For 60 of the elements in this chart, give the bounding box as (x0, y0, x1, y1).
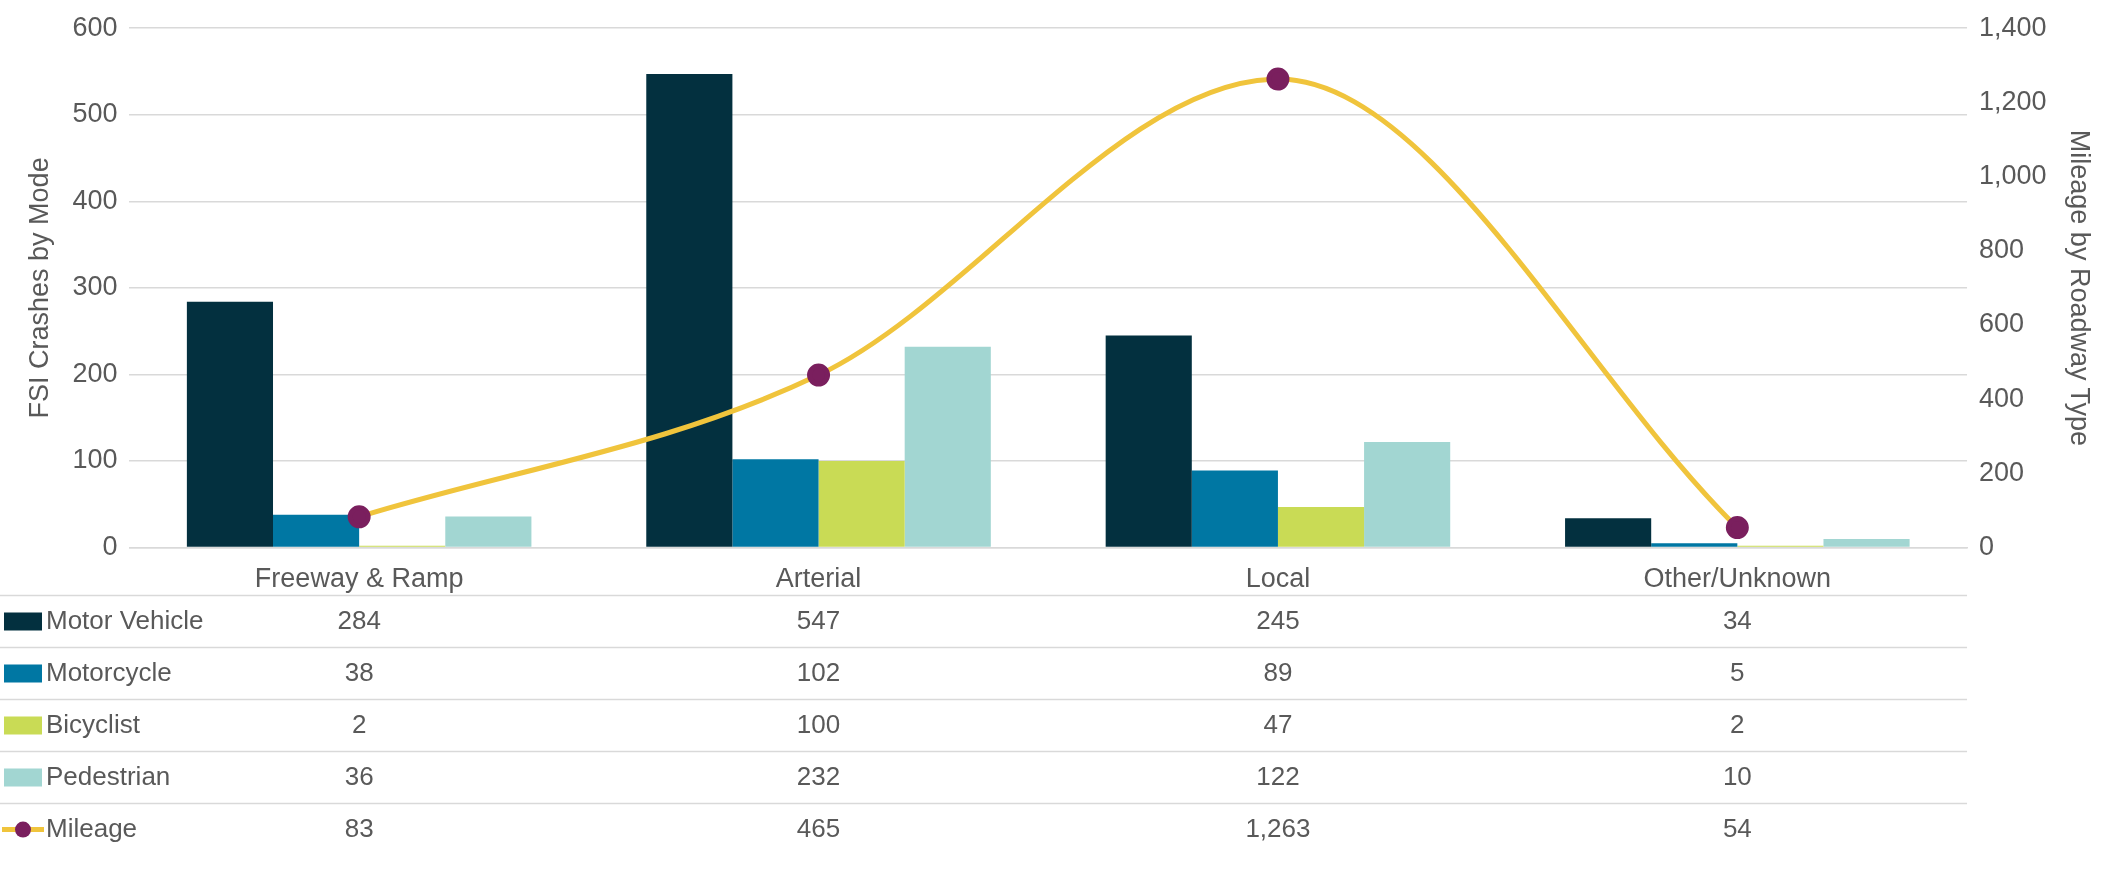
bar (818, 461, 905, 547)
data-label: 2 (351, 708, 367, 739)
y-tick-label: 200 (72, 357, 118, 388)
data-label: 547 (796, 604, 841, 635)
y2-axis-title: Mileage by Roadway Type (2065, 129, 2096, 446)
legend-label: Motorcycle (46, 656, 172, 687)
data-label: 83 (344, 812, 374, 843)
bar (1823, 538, 1910, 547)
data-label: 102 (796, 656, 841, 687)
data-label: 284 (337, 604, 381, 635)
data-label: 89 (1263, 656, 1293, 687)
bar (445, 516, 532, 547)
y2-tick-label: 0 (1979, 531, 1995, 562)
y2-tick-label: 600 (1979, 308, 2025, 339)
y2-tick-label: 400 (1979, 382, 2025, 413)
y-tick-label: 400 (72, 184, 118, 215)
data-label: 122 (1256, 760, 1300, 791)
y-tick-label: 0 (102, 531, 118, 562)
legend-label: Mileage (46, 812, 138, 843)
legend-label: Bicyclist (46, 708, 141, 739)
bar (732, 459, 819, 547)
legend-label: Motor Vehicle (46, 604, 204, 635)
data-label: 54 (1722, 812, 1752, 843)
bar (904, 346, 991, 547)
data-label: 465 (796, 812, 841, 843)
y2-tick-label: 200 (1979, 456, 2025, 487)
y2-tick-label: 1,000 (1979, 160, 2047, 191)
legend-label: Pedestrian (46, 760, 171, 791)
bar (1191, 470, 1278, 547)
bar (186, 301, 274, 547)
x-tick-label: Local (1245, 563, 1311, 594)
bar (1364, 441, 1451, 547)
data-label: 232 (796, 760, 841, 791)
data-label: 34 (1722, 604, 1752, 635)
x-tick-label: Other/Unknown (1643, 563, 1832, 594)
x-tick-label: Freeway & Ramp (254, 563, 464, 594)
y-axis-title: FSI Crashes by Mode (23, 157, 54, 419)
y-tick-label: 100 (72, 444, 118, 475)
data-label: 36 (344, 760, 374, 791)
y-tick-label: 500 (72, 98, 118, 129)
bar (646, 74, 733, 547)
y2-tick-label: 1,400 (1979, 11, 2047, 42)
bar (273, 514, 360, 547)
data-label: 245 (1256, 604, 1300, 635)
bar (1651, 543, 1738, 547)
data-label: 10 (1722, 760, 1752, 791)
data-label: 2 (1730, 708, 1745, 739)
data-label: 1,263 (1245, 812, 1311, 843)
y2-tick-label: 800 (1979, 234, 2025, 265)
data-label: 38 (344, 656, 374, 687)
data-label: 47 (1263, 708, 1293, 739)
y2-tick-label: 1,200 (1979, 85, 2047, 116)
y-tick-label: 600 (72, 11, 118, 42)
data-label: 5 (1730, 656, 1745, 687)
bar (1105, 335, 1192, 547)
bar (1277, 506, 1365, 547)
y-tick-label: 300 (72, 271, 118, 302)
data-label: 100 (796, 708, 841, 739)
bar (1565, 518, 1652, 547)
x-tick-label: Arterial (775, 563, 862, 594)
